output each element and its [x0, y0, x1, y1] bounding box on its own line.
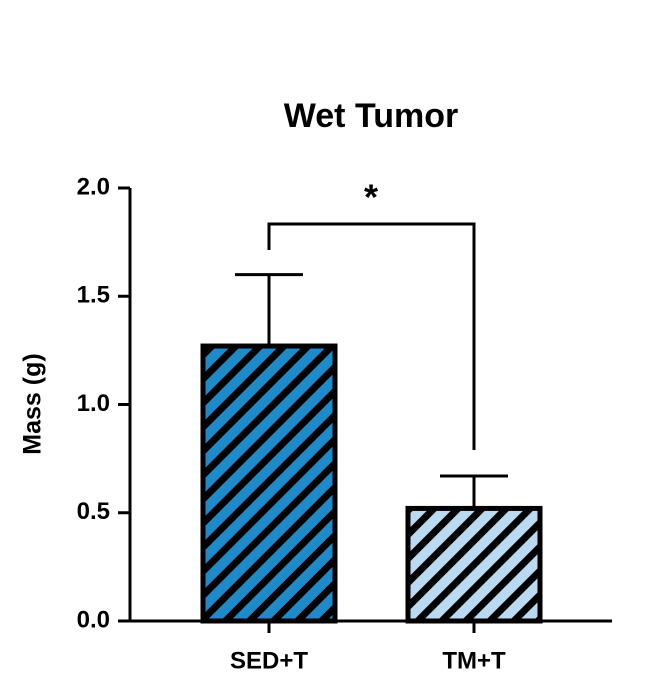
- bar: [405, 505, 543, 624]
- x-tick-label: SED+T: [230, 647, 308, 674]
- y-axis-label: Mass (g): [19, 353, 47, 454]
- y-tick-label: 1.0: [77, 390, 110, 417]
- bar: [200, 343, 338, 624]
- significance-marker: *: [364, 177, 378, 218]
- chart-title: Wet Tumor: [284, 97, 458, 135]
- significance-bracket: [267, 222, 476, 450]
- y-tick-label: 2.0: [77, 173, 110, 200]
- y-tick-label: 0.5: [77, 498, 110, 525]
- y-tick-label: 1.5: [77, 282, 110, 309]
- y-tick-label: 0.0: [77, 606, 110, 633]
- x-tick-label: TM+T: [442, 647, 506, 674]
